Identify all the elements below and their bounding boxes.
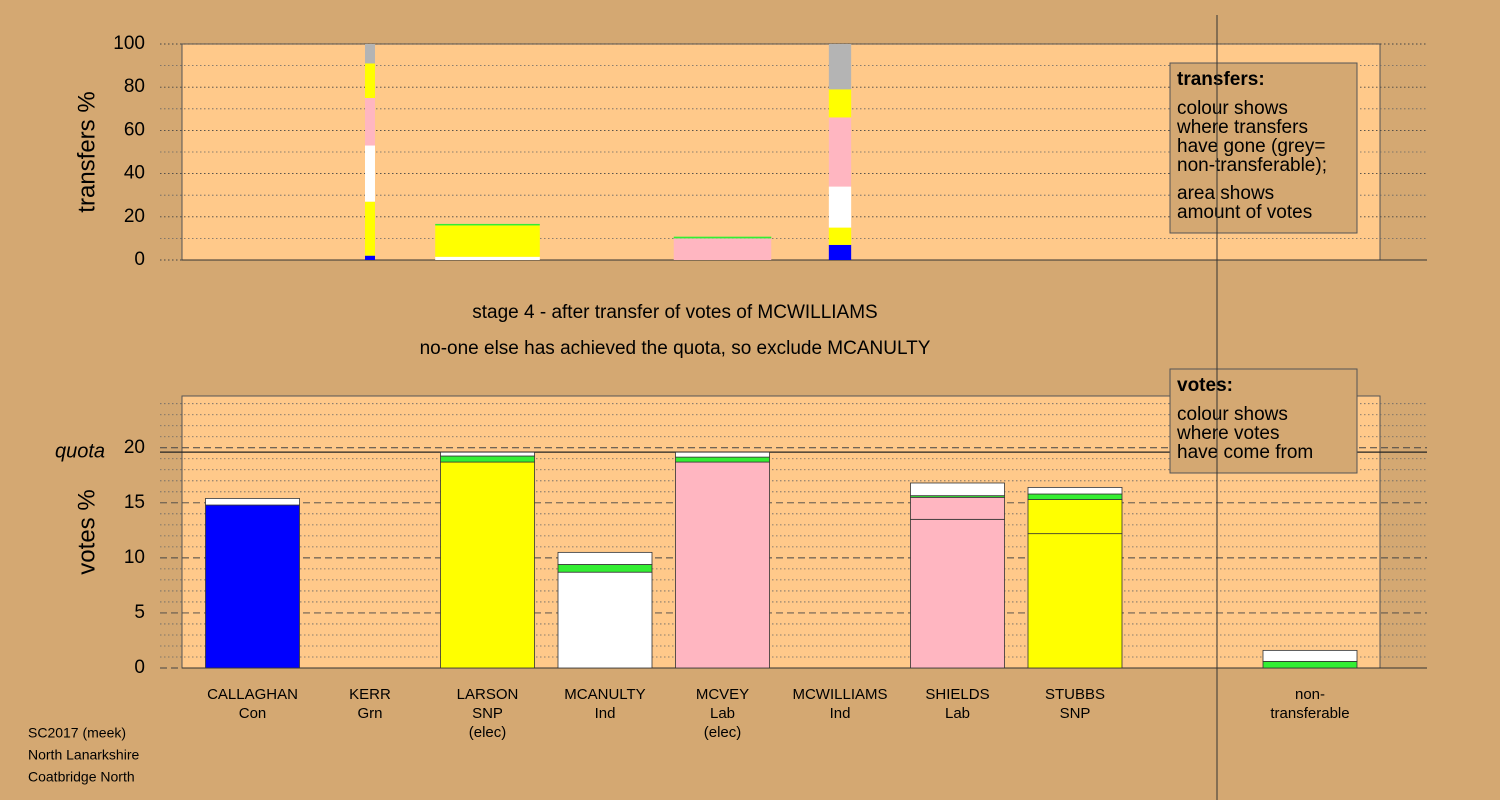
footer-line: Coatbridge North bbox=[28, 769, 135, 785]
bar-segment bbox=[828, 117, 852, 187]
bar-segment bbox=[910, 496, 1005, 520]
y-tick-label: 0 bbox=[134, 249, 145, 270]
bar-segment bbox=[365, 145, 375, 202]
bar-segment bbox=[557, 564, 653, 573]
x-tick-party: Grn bbox=[357, 705, 382, 722]
x-tick-note: (elec) bbox=[704, 724, 742, 741]
x-tick-party: Lab bbox=[945, 705, 970, 722]
legend-text: non-transferable); bbox=[1177, 155, 1327, 176]
bar-segment bbox=[440, 455, 535, 463]
x-tick-label: SHIELDS bbox=[925, 686, 989, 703]
bar-segment bbox=[1262, 660, 1358, 669]
bar-segment bbox=[828, 44, 852, 90]
legend-title: transfers: bbox=[1177, 69, 1265, 90]
footer-line: North Lanarkshire bbox=[28, 747, 139, 763]
bar-segment bbox=[365, 98, 375, 146]
x-tick-label: LARSON bbox=[457, 686, 519, 703]
bar-segment bbox=[557, 571, 653, 669]
x-tick-party: SNP bbox=[1060, 705, 1091, 722]
bar-segment bbox=[440, 461, 535, 669]
x-tick-party: transferable bbox=[1270, 705, 1349, 722]
legend-text: amount of votes bbox=[1177, 202, 1312, 223]
footer-line: SC2017 (meek) bbox=[28, 725, 126, 741]
y-tick-label: 60 bbox=[124, 119, 145, 140]
legend-box bbox=[1169, 62, 1358, 234]
x-tick-label: MCWILLIAMS bbox=[792, 686, 887, 703]
bar-segment bbox=[557, 551, 653, 565]
x-tick-party: Ind bbox=[595, 705, 616, 722]
bar-segment bbox=[675, 451, 770, 458]
legend-text: colour shows bbox=[1177, 98, 1288, 119]
bar-segment bbox=[365, 201, 375, 256]
bar-segment bbox=[205, 504, 300, 669]
y-tick-label: 5 bbox=[134, 602, 145, 623]
y-tick-label: 15 bbox=[124, 492, 145, 513]
bar-segment bbox=[1027, 487, 1123, 495]
bar-segment bbox=[828, 186, 852, 228]
x-tick-label: MCANULTY bbox=[564, 686, 645, 703]
bar-segment bbox=[910, 518, 1005, 669]
bar-segment bbox=[828, 89, 852, 118]
legend-text: where votes bbox=[1176, 423, 1279, 444]
bar-segment bbox=[435, 223, 540, 226]
bar-segment bbox=[435, 256, 540, 260]
bar-segment bbox=[365, 44, 375, 64]
bar-segment bbox=[1027, 499, 1123, 535]
bar-segment bbox=[828, 227, 852, 245]
legend-text: area shows bbox=[1177, 183, 1274, 204]
bar-segment bbox=[828, 244, 852, 260]
legend-text: colour shows bbox=[1177, 404, 1288, 425]
x-tick-party: Con bbox=[239, 705, 267, 722]
bar-segment bbox=[440, 451, 535, 457]
y-tick-label: 10 bbox=[124, 547, 145, 568]
x-tick-label: KERR bbox=[349, 686, 391, 703]
bar-segment bbox=[910, 482, 1005, 497]
bar-segment bbox=[1027, 533, 1123, 669]
x-tick-label: MCVEY bbox=[696, 686, 749, 703]
legend-text: have gone (grey= bbox=[1177, 136, 1325, 157]
x-tick-label: non- bbox=[1295, 686, 1325, 703]
y-tick-label: 20 bbox=[124, 206, 145, 227]
bar-segment bbox=[1027, 493, 1123, 500]
y-axis-label: transfers % bbox=[73, 91, 100, 212]
x-tick-party: Lab bbox=[710, 705, 735, 722]
bar-segment bbox=[205, 498, 300, 506]
legend-box bbox=[1169, 368, 1358, 474]
y-tick-label: 40 bbox=[124, 163, 145, 184]
quota-label: quota bbox=[55, 440, 105, 462]
bar-segment bbox=[365, 63, 375, 98]
decision-text: no-one else has achieved the quota, so e… bbox=[420, 338, 931, 359]
bar-segment bbox=[1262, 649, 1358, 662]
y-tick-label: 20 bbox=[124, 437, 145, 458]
x-tick-label: STUBBS bbox=[1045, 686, 1105, 703]
legend-text: have come from bbox=[1177, 442, 1313, 463]
y-axis-label: votes % bbox=[73, 489, 100, 574]
x-tick-label: CALLAGHAN bbox=[207, 686, 298, 703]
legend-title: votes: bbox=[1177, 375, 1233, 396]
y-tick-label: 80 bbox=[124, 76, 145, 97]
bar-segment bbox=[673, 238, 772, 260]
bar-segment bbox=[365, 255, 375, 260]
x-tick-note: (elec) bbox=[469, 724, 507, 741]
legend-text: where transfers bbox=[1176, 117, 1308, 138]
bar-segment bbox=[675, 456, 770, 463]
bar-segment bbox=[675, 461, 770, 669]
stage-text: stage 4 - after transfer of votes of MCW… bbox=[472, 302, 878, 323]
x-tick-party: SNP bbox=[472, 705, 503, 722]
y-tick-label: 100 bbox=[113, 33, 145, 54]
bar-segment bbox=[435, 225, 540, 257]
bar-segment bbox=[673, 236, 772, 239]
y-tick-label: 0 bbox=[134, 657, 145, 678]
x-tick-party: Ind bbox=[830, 705, 851, 722]
